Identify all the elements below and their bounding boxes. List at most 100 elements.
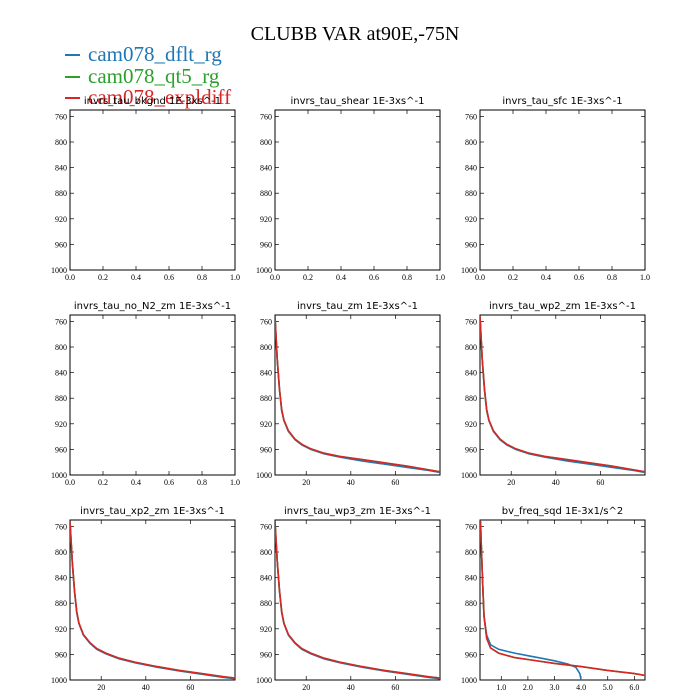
panel-4: invrs_tau_no_N2_zm 1E-3xs^-1 760 800 840 880… [51, 301, 240, 487]
x-tick-label: 0.8 [197, 478, 207, 487]
x-tick-label: 0.2 [98, 273, 108, 282]
x-tick-label: 0.2 [98, 478, 108, 487]
y-tick-label: 800 [55, 138, 67, 147]
x-tick-label: 40 [142, 683, 150, 692]
x-tick-label: 0.2 [303, 273, 313, 282]
panel-frame [274, 109, 441, 271]
legend-label-1: cam078_dflt_rg [88, 42, 222, 66]
y-tick-label: 920 [260, 215, 272, 224]
y-tick-label: 960 [260, 445, 272, 454]
y-tick-label: 1000 [51, 471, 67, 480]
series-line-2 [480, 521, 645, 677]
legend-entry-2: cam078_qt5_rg [65, 64, 220, 88]
series-line-1 [275, 316, 440, 474]
panel-frame [69, 314, 236, 476]
y-tick-label: 800 [260, 343, 272, 352]
y-tick-label: 840 [55, 369, 67, 378]
y-tick-label: 760 [55, 317, 67, 326]
x-tick-label: 1.0 [496, 683, 506, 692]
y-tick-label: 920 [465, 215, 477, 224]
series-line-2 [275, 521, 440, 679]
x-tick-label: 0.6 [574, 273, 584, 282]
y-tick-label: 800 [465, 343, 477, 352]
series-line-3 [275, 316, 440, 473]
y-tick-label: 960 [55, 445, 67, 454]
panel-title: invrs_tau_wp2_zm 1E-3xs^-1 [489, 301, 636, 312]
x-tick-label: 40 [552, 478, 560, 487]
panel-title: invrs_tau_zm 1E-3xs^-1 [297, 301, 418, 312]
y-tick-label: 920 [260, 625, 272, 634]
panel-frame [69, 519, 236, 681]
x-tick-label: 2.0 [523, 683, 533, 692]
panel-3: invrs_tau_sfc 1E-3xs^-1 760 800 840 880 920 96… [461, 96, 650, 282]
x-tick-label: 20 [507, 478, 515, 487]
x-tick-label: 0.6 [369, 273, 379, 282]
y-tick-label: 760 [260, 112, 272, 121]
y-tick-label: 920 [465, 420, 477, 429]
y-tick-label: 880 [465, 599, 477, 608]
x-tick-label: 60 [391, 478, 399, 487]
x-tick-label: 0.8 [402, 273, 412, 282]
y-tick-label: 840 [465, 369, 477, 378]
y-tick-label: 920 [55, 420, 67, 429]
y-tick-label: 920 [260, 420, 272, 429]
y-tick-label: 760 [260, 317, 272, 326]
x-tick-label: 40 [347, 683, 355, 692]
y-tick-label: 840 [55, 574, 67, 583]
legend-entry-1: cam078_dflt_rg [65, 42, 222, 66]
x-tick-label: 60 [186, 683, 194, 692]
series-line-2 [480, 316, 645, 473]
figure-title: CLUBB VAR at90E,-75N [251, 23, 460, 45]
y-tick-label: 800 [260, 548, 272, 557]
y-tick-label: 760 [260, 522, 272, 531]
series-line-3 [70, 521, 235, 679]
y-tick-label: 960 [465, 445, 477, 454]
panel-title: bv_freq_sqd 1E-3x1/s^2 [502, 506, 624, 517]
y-tick-label: 840 [260, 574, 272, 583]
panel-frame [479, 109, 646, 271]
series-line-3 [275, 521, 440, 679]
x-tick-label: 0.4 [131, 478, 141, 487]
x-tick-label: 60 [391, 683, 399, 692]
y-tick-label: 800 [260, 138, 272, 147]
y-tick-label: 960 [55, 650, 67, 659]
panel-7: invrs_tau_xp2_zm 1E-3xs^-1 760 800 840 880 92… [51, 506, 236, 692]
x-tick-label: 0.0 [270, 273, 280, 282]
y-tick-label: 920 [55, 215, 67, 224]
y-tick-label: 880 [55, 394, 67, 403]
series-line-3 [480, 316, 645, 473]
panel-frame [274, 314, 441, 476]
y-tick-label: 1000 [461, 266, 477, 275]
x-tick-label: 0.2 [508, 273, 518, 282]
y-tick-label: 920 [465, 625, 477, 634]
y-tick-label: 960 [260, 650, 272, 659]
panel-frame [274, 519, 441, 681]
y-tick-label: 800 [465, 548, 477, 557]
x-tick-label: 1.0 [230, 478, 240, 487]
y-tick-label: 880 [465, 394, 477, 403]
y-tick-label: 840 [260, 164, 272, 173]
panel-title: invrs_tau_wp3_zm 1E-3xs^-1 [284, 506, 431, 517]
panel-title: invrs_tau_xp2_zm 1E-3xs^-1 [80, 506, 225, 517]
y-tick-label: 880 [260, 394, 272, 403]
series-line-1 [480, 521, 582, 680]
legend-entry-3: cam078_expldiff [65, 85, 231, 109]
x-tick-label: 0.6 [164, 478, 174, 487]
x-tick-label: 1.0 [230, 273, 240, 282]
y-tick-label: 960 [260, 240, 272, 249]
x-tick-label: 20 [97, 683, 105, 692]
x-tick-label: 1.0 [640, 273, 650, 282]
x-tick-label: 0.6 [164, 273, 174, 282]
y-tick-label: 920 [55, 625, 67, 634]
x-tick-label: 4.0 [576, 683, 586, 692]
panel-6: invrs_tau_wp2_zm 1E-3xs^-1 760 800 840 880 92… [461, 301, 646, 487]
panels-grid: invrs_tau_bkgnd 1E-3xs^-1 760 800 840 880 920… [51, 96, 650, 692]
panel-title: invrs_tau_sfc 1E-3xs^-1 [502, 96, 622, 107]
y-tick-label: 840 [55, 164, 67, 173]
y-tick-label: 1000 [256, 471, 272, 480]
panel-title: invrs_tau_shear 1E-3xs^-1 [291, 96, 425, 107]
y-tick-label: 760 [465, 522, 477, 531]
y-tick-label: 840 [260, 369, 272, 378]
y-tick-label: 760 [465, 112, 477, 121]
y-tick-label: 960 [465, 240, 477, 249]
